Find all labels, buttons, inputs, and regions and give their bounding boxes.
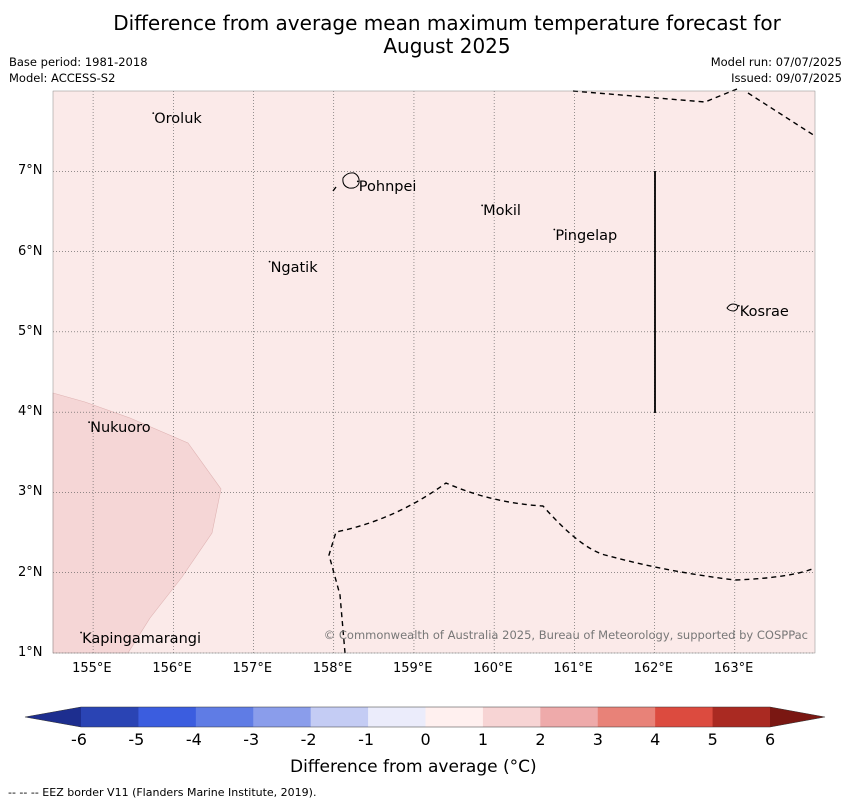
colorbar-label: Difference from average (°C) — [290, 757, 537, 777]
pohnpei-island — [342, 172, 360, 189]
lon-tick-label: 156°E — [152, 661, 192, 676]
eez-border-south — [328, 482, 816, 654]
place-markers — [80, 112, 740, 634]
lon-tick-label: 158°E — [312, 661, 353, 676]
colorbar-segment — [482, 707, 541, 727]
colorbar-tick-label: -2 — [300, 730, 317, 749]
copyright-credit: © Commonwealth of Australia 2025, Bureau… — [323, 628, 808, 642]
colorbar-tick-label: -5 — [128, 730, 145, 749]
colorbar-segment — [253, 707, 312, 727]
place-dot — [356, 180, 359, 183]
model-run: Model run: 07/07/2025 — [710, 55, 842, 69]
eez-border-north — [572, 88, 816, 137]
place-label: Pohnpei — [358, 179, 417, 196]
place-label: Mokil — [483, 203, 521, 220]
colorbar-segment — [597, 707, 656, 727]
map-frame — [52, 90, 816, 654]
lon-tick-label: 160°E — [473, 661, 513, 676]
place-label: Nukuoro — [90, 420, 151, 437]
colorbar-tick-label: 4 — [650, 730, 661, 749]
title-line-1: Difference from average mean maximum tem… — [113, 11, 781, 35]
model-name: Model: ACCESS-S2 — [9, 71, 116, 85]
colorbar-segment — [81, 707, 139, 727]
colorbar-segment — [138, 707, 197, 727]
lat-tick-label: 1°N — [18, 645, 43, 660]
colorbar-tick-label: -1 — [358, 730, 375, 749]
colorbar-segment — [195, 707, 254, 727]
place-label: Ngatik — [270, 259, 318, 276]
colorbar-tick-label: 5 — [707, 730, 718, 749]
lat-tick-label: 2°N — [18, 564, 43, 580]
place-label: Kosrae — [739, 303, 789, 320]
colorbar-tick-label: 3 — [592, 730, 603, 749]
lon-tick-label: 159°E — [392, 661, 433, 676]
place-dot — [152, 112, 155, 114]
colorbar-tick-label: -4 — [185, 730, 202, 749]
lon-tick-label: 163°E — [713, 661, 754, 676]
lon-tick-label: 161°E — [553, 661, 593, 676]
colorbar-segment — [368, 707, 426, 727]
colorbar-segment — [425, 707, 484, 727]
place-label: Kapingamarangi — [82, 630, 201, 647]
eez-legend-footnote: -- -- -- EEZ border V11 (Flanders Marine… — [8, 786, 317, 799]
colorbar-outline — [24, 706, 826, 728]
colorbar-segment — [310, 707, 369, 727]
colorbar-segment — [712, 707, 771, 727]
lat-tick-label: 5°N — [18, 323, 43, 339]
chart-title: Difference from average mean maximum tem… — [0, 12, 850, 58]
eez-borders — [328, 88, 816, 654]
colorbar-tick-label: 0 — [420, 730, 431, 749]
place-dot — [88, 421, 90, 424]
colorbar-segment — [540, 707, 599, 727]
base-period: Base period: 1981-2018 — [9, 55, 148, 69]
lat-tick-label: 7°N — [18, 163, 43, 179]
lon-tick-label: 162°E — [633, 661, 674, 676]
lon-tick-label: 155°E — [72, 661, 112, 676]
colorbar-tick-label: -3 — [243, 730, 260, 749]
colorbar-tick-label: 1 — [477, 730, 489, 749]
colorbar-extend-low — [25, 707, 81, 727]
place-dot — [268, 260, 271, 263]
kosrae-island — [726, 303, 739, 312]
colorbar-extend-high — [770, 707, 825, 727]
colorbar-tick-label: 2 — [535, 730, 546, 749]
lat-tick-label: 6°N — [18, 243, 43, 259]
issued-date: Issued: 09/07/2025 — [731, 71, 842, 85]
place-dot — [553, 228, 556, 231]
colorbar — [24, 706, 826, 728]
colorbar-tick-label: 6 — [765, 730, 776, 749]
lat-tick-label: 3°N — [18, 484, 43, 500]
lat-tick-label: 4°N — [18, 404, 43, 420]
place-label: Oroluk — [154, 111, 202, 128]
lon-tick-label: 157°E — [232, 661, 273, 676]
eez-border-pohnpei-fragment — [332, 186, 337, 192]
place-dot — [481, 204, 484, 207]
title-line-2: August 2025 — [383, 34, 511, 58]
place-dot — [737, 304, 740, 307]
place-label: Pingelap — [555, 227, 618, 244]
colorbar-tick-label: -6 — [71, 730, 87, 749]
colorbar-segment — [655, 707, 714, 727]
place-dot — [80, 631, 82, 634]
